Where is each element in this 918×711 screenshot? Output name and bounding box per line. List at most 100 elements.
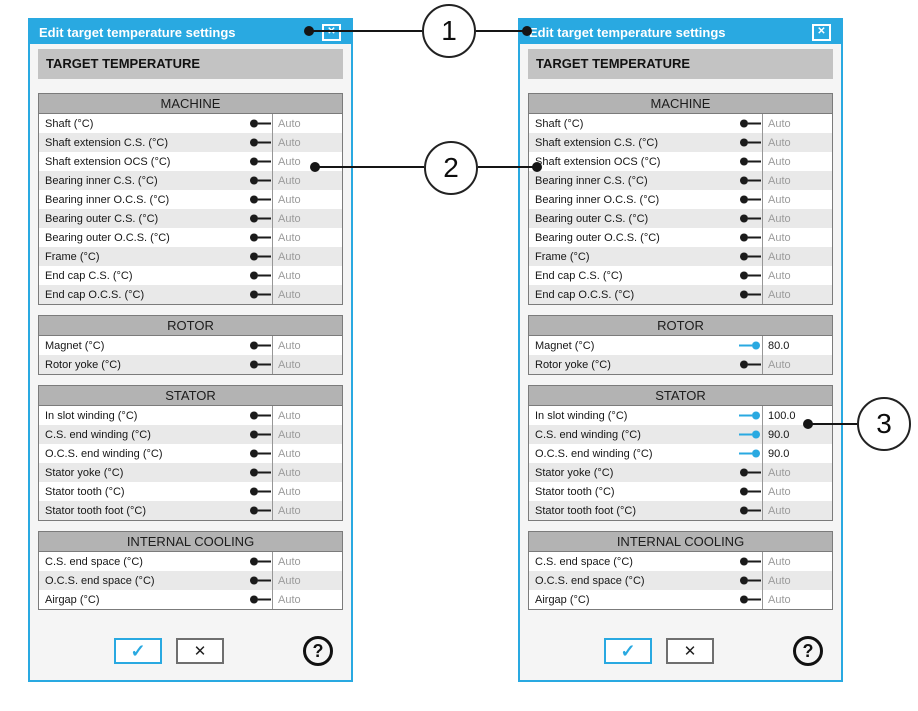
toggle-auto-icon[interactable]	[249, 410, 271, 421]
callout-dot	[522, 26, 532, 36]
value-field[interactable]: Auto	[278, 574, 301, 587]
toggle-auto-icon[interactable]	[249, 118, 271, 129]
value-field[interactable]: 90.0	[768, 428, 790, 441]
ok-button[interactable]: ✓	[604, 638, 652, 664]
toggle-auto-icon[interactable]	[249, 232, 271, 243]
toggle-manual-icon[interactable]	[739, 448, 761, 459]
value-field[interactable]: Auto	[768, 250, 791, 263]
toggle-auto-icon[interactable]	[739, 270, 761, 281]
value-field[interactable]: Auto	[278, 212, 301, 225]
toggle-auto-icon[interactable]	[739, 118, 761, 129]
value-field[interactable]: Auto	[278, 447, 301, 460]
value-field[interactable]: Auto	[768, 136, 791, 149]
toggle-auto-icon[interactable]	[739, 575, 761, 586]
value-field[interactable]: Auto	[768, 485, 791, 498]
toggle-auto-icon[interactable]	[249, 156, 271, 167]
help-button[interactable]: ?	[303, 636, 333, 666]
toggle-auto-icon[interactable]	[249, 194, 271, 205]
value-field[interactable]: Auto	[278, 358, 301, 371]
toggle-auto-icon[interactable]	[739, 467, 761, 478]
toggle-auto-icon[interactable]	[739, 251, 761, 262]
toggle-auto-icon[interactable]	[249, 213, 271, 224]
value-field[interactable]: Auto	[278, 409, 301, 422]
value-field[interactable]: Auto	[768, 555, 791, 568]
value-field[interactable]: Auto	[278, 288, 301, 301]
toggle-auto-icon[interactable]	[739, 289, 761, 300]
toggle-auto-icon[interactable]	[739, 194, 761, 205]
value-field[interactable]: Auto	[768, 288, 791, 301]
row-label: Bearing inner C.S. (°C)	[535, 174, 648, 187]
value-field[interactable]: Auto	[768, 193, 791, 206]
table-row: Bearing inner O.C.S. (°C) Auto	[39, 190, 342, 209]
toggle-auto-icon[interactable]	[249, 556, 271, 567]
toggle-manual-icon[interactable]	[739, 429, 761, 440]
toggle-auto-icon[interactable]	[739, 505, 761, 516]
toggle-auto-icon[interactable]	[739, 486, 761, 497]
value-field[interactable]: Auto	[278, 155, 301, 168]
toggle-auto-icon[interactable]	[249, 486, 271, 497]
value-field[interactable]: Auto	[278, 269, 301, 282]
cancel-button[interactable]: ✕	[666, 638, 714, 664]
toggle-auto-icon[interactable]	[249, 575, 271, 586]
toggle-auto-icon[interactable]	[739, 156, 761, 167]
value-field[interactable]: Auto	[768, 117, 791, 130]
toggle-auto-icon[interactable]	[249, 175, 271, 186]
value-field[interactable]: Auto	[768, 504, 791, 517]
row-label: Bearing outer O.C.S. (°C)	[535, 231, 660, 244]
value-field[interactable]: Auto	[768, 155, 791, 168]
value-field[interactable]: Auto	[768, 358, 791, 371]
value-field[interactable]: Auto	[768, 231, 791, 244]
value-field[interactable]: Auto	[278, 466, 301, 479]
toggle-auto-icon[interactable]	[249, 467, 271, 478]
value-field[interactable]: 90.0	[768, 447, 790, 460]
toggle-manual-icon[interactable]	[739, 340, 761, 351]
toggle-auto-icon[interactable]	[249, 340, 271, 351]
value-field[interactable]: Auto	[768, 174, 791, 187]
toggle-auto-icon[interactable]	[249, 448, 271, 459]
value-field[interactable]: Auto	[278, 231, 301, 244]
close-button[interactable]: ✕	[812, 23, 831, 41]
toggle-auto-icon[interactable]	[249, 137, 271, 148]
value-field[interactable]: Auto	[278, 117, 301, 130]
value-field[interactable]: Auto	[278, 136, 301, 149]
value-field[interactable]: Auto	[278, 428, 301, 441]
toggle-auto-icon[interactable]	[739, 359, 761, 370]
toggle-auto-icon[interactable]	[739, 556, 761, 567]
toggle-auto-icon[interactable]	[249, 505, 271, 516]
value-field[interactable]: 80.0	[768, 339, 790, 352]
toggle-auto-icon[interactable]	[739, 213, 761, 224]
value-field[interactable]: Auto	[278, 555, 301, 568]
dialog-titlebar[interactable]: Edit target temperature settings ✕	[520, 20, 841, 44]
value-field[interactable]: Auto	[278, 504, 301, 517]
value-field[interactable]: Auto	[278, 339, 301, 352]
toggle-manual-icon[interactable]	[739, 410, 761, 421]
close-button[interactable]: ✕	[322, 23, 341, 41]
toggle-auto-icon[interactable]	[249, 270, 271, 281]
dialog-titlebar[interactable]: Edit target temperature settings ✕	[30, 20, 351, 44]
toggle-auto-icon[interactable]	[249, 594, 271, 605]
callout-line	[478, 166, 537, 168]
toggle-auto-icon[interactable]	[739, 137, 761, 148]
value-field[interactable]: Auto	[278, 174, 301, 187]
toggle-auto-icon[interactable]	[249, 429, 271, 440]
value-field[interactable]: 100.0	[768, 409, 796, 422]
value-field[interactable]: Auto	[278, 593, 301, 606]
value-field[interactable]: Auto	[278, 193, 301, 206]
toggle-auto-icon[interactable]	[249, 359, 271, 370]
value-field[interactable]: Auto	[278, 250, 301, 263]
table-row: Stator tooth foot (°C) Auto	[529, 501, 832, 520]
value-field[interactable]: Auto	[768, 212, 791, 225]
toggle-auto-icon[interactable]	[739, 232, 761, 243]
ok-button[interactable]: ✓	[114, 638, 162, 664]
help-button[interactable]: ?	[793, 636, 823, 666]
value-field[interactable]: Auto	[768, 269, 791, 282]
value-field[interactable]: Auto	[768, 466, 791, 479]
value-field[interactable]: Auto	[768, 593, 791, 606]
toggle-auto-icon[interactable]	[739, 175, 761, 186]
cancel-button[interactable]: ✕	[176, 638, 224, 664]
toggle-auto-icon[interactable]	[739, 594, 761, 605]
toggle-auto-icon[interactable]	[249, 251, 271, 262]
value-field[interactable]: Auto	[278, 485, 301, 498]
value-field[interactable]: Auto	[768, 574, 791, 587]
toggle-auto-icon[interactable]	[249, 289, 271, 300]
